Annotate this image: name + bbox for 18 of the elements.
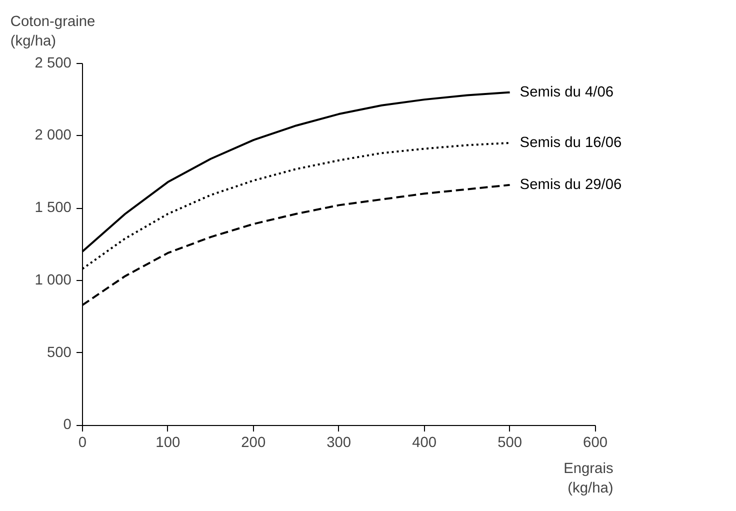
x-tick-label: 100 <box>156 435 180 452</box>
y-tick-label: 0 <box>63 417 72 434</box>
x-tick-label: 500 <box>498 435 522 452</box>
y-tick-label: 2 500 <box>34 55 72 72</box>
x-tick-label: 400 <box>412 435 437 452</box>
x-tick-label: 600 <box>583 435 608 452</box>
series-label: Semis du 29/06 <box>520 176 622 193</box>
x-tick-label: 200 <box>241 435 266 452</box>
series-label: Semis du 16/06 <box>520 134 622 151</box>
x-tick-label: 0 <box>78 435 87 452</box>
y-tick-label: 1 000 <box>34 272 72 288</box>
x-tick-label: 300 <box>326 435 352 452</box>
y-tick-label: 500 <box>46 344 72 361</box>
x-axis-title: Engrais (kg/ha) <box>564 461 614 496</box>
y-tick-label: 1 500 <box>34 200 72 216</box>
series-label: Semis du 4/06 <box>520 84 614 100</box>
y-axis-title: Coton-graine (kg/ha) <box>10 14 96 50</box>
y-tick-label: 2 000 <box>34 128 72 144</box>
